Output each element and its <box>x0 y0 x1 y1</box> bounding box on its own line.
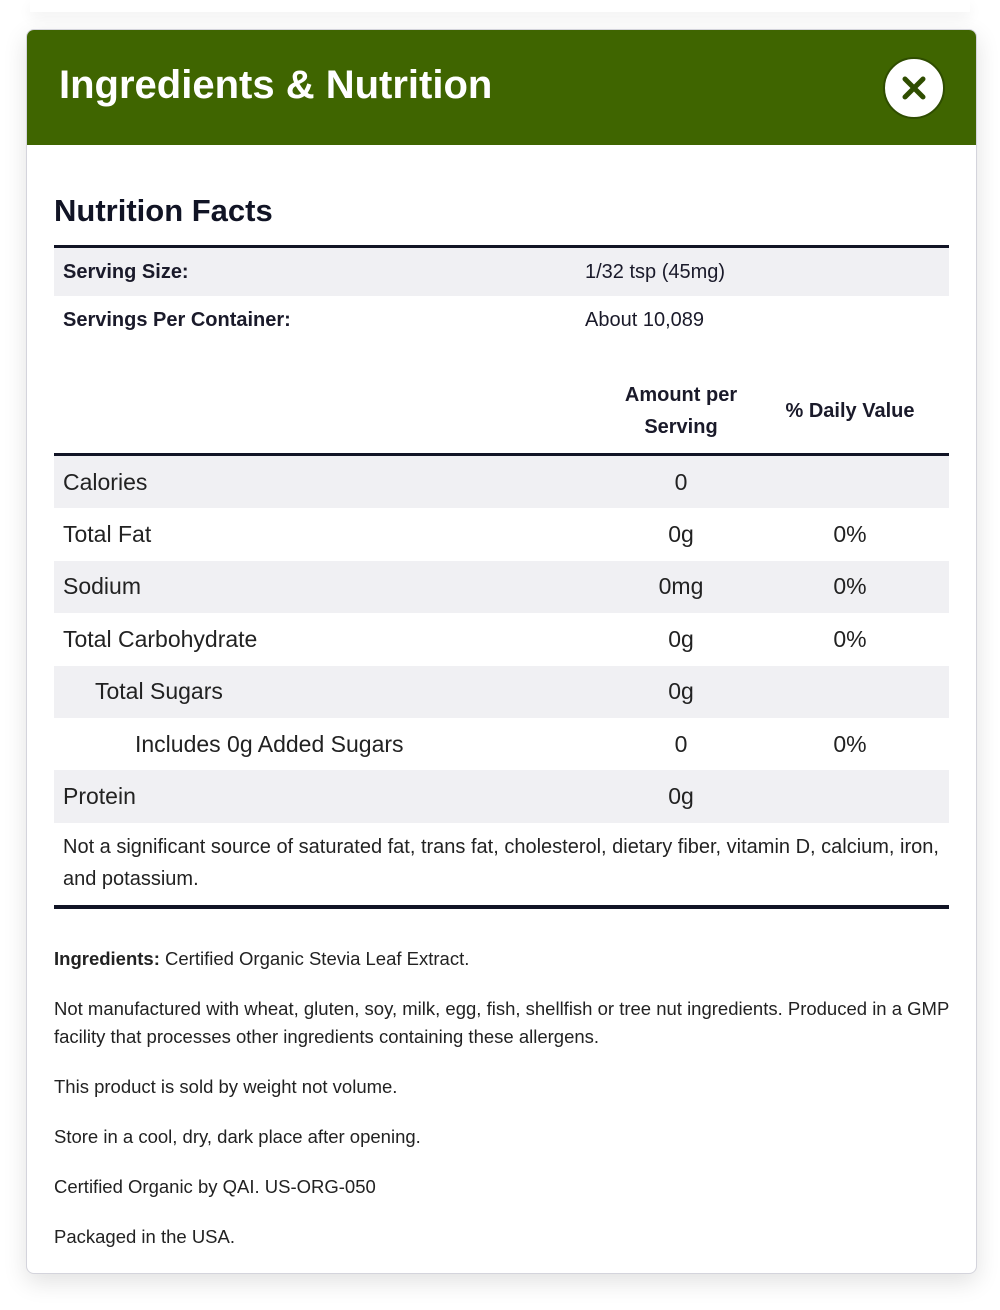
nutrition-facts-heading: Nutrition Facts <box>54 193 273 228</box>
nutrient-amount: 0g <box>668 625 694 652</box>
nutrient-amount: 0mg <box>658 573 704 600</box>
ingredients-label: Ingredients: <box>54 947 160 969</box>
servings-value: About 10,089 <box>585 308 704 331</box>
close-x-icon <box>902 76 926 100</box>
nutrient-name: Calories <box>63 468 148 495</box>
nutrient-amount: 0g <box>668 521 694 548</box>
modal-title: Ingredients & Nutrition <box>59 63 493 107</box>
ingredients-text: Certified Organic Stevia Leaf Extract. <box>165 947 470 969</box>
nutrient-row: Protein 0g <box>54 770 949 823</box>
nutrient-amount: 0 <box>674 468 688 495</box>
nutrient-name: Total Carbohydrate <box>63 625 258 652</box>
product-info: Ingredients: Certified Organic Stevia Le… <box>54 945 949 1251</box>
packaging-statement: Packaged in the USA. <box>54 1225 235 1247</box>
page-top-edge <box>30 0 970 12</box>
nutrient-name: Includes 0g Added Sugars <box>135 730 404 757</box>
servings-per-container-row: Servings Per Container: About 10,089 <box>54 296 949 344</box>
nutrition-table: Serving Size: 1/32 tsp (45mg) Servings P… <box>54 245 949 909</box>
close-button[interactable] <box>883 57 945 119</box>
nutrient-daily-value: 0% <box>833 521 867 548</box>
nutrient-name: Protein <box>63 783 136 810</box>
nutrient-row: Calories 0 <box>54 456 949 509</box>
certification-statement: Certified Organic by QAI. US-ORG-050 <box>54 1175 376 1197</box>
nutrient-row: Includes 0g Added Sugars 0 0% <box>54 718 949 770</box>
column-headers: Amount per Serving % Daily Value <box>54 344 949 456</box>
nutrient-name: Total Sugars <box>95 678 223 705</box>
ingredients-line: Ingredients: Certified Organic Stevia Le… <box>54 945 949 973</box>
nutrient-daily-value: 0% <box>833 730 867 757</box>
storage-statement: Store in a cool, dry, dark place after o… <box>54 1125 421 1147</box>
nutrient-daily-value: 0% <box>833 573 867 600</box>
nutrient-name: Sodium <box>63 573 141 600</box>
nutrient-row: Total Fat 0g 0% <box>54 508 949 560</box>
nutrition-footnote: Not a significant source of saturated fa… <box>54 823 949 909</box>
serving-size-label: Serving Size: <box>63 260 189 283</box>
ingredients-modal: Ingredients & Nutrition Nutrition Facts … <box>26 29 977 1274</box>
modal-header: Ingredients & Nutrition <box>27 30 976 145</box>
nutrient-row: Sodium 0mg 0% <box>54 560 949 614</box>
nutrient-row: Total Carbohydrate 0g 0% <box>54 613 949 665</box>
nutrient-row: Total Sugars 0g <box>54 665 949 718</box>
weight-statement: This product is sold by weight not volum… <box>54 1075 398 1097</box>
servings-label: Servings Per Container: <box>63 308 291 331</box>
serving-size-value: 1/32 tsp (45mg) <box>585 260 726 283</box>
serving-size-row: Serving Size: 1/32 tsp (45mg) <box>54 248 949 296</box>
nutrient-name: Total Fat <box>63 521 152 548</box>
nutrient-amount: 0 <box>674 730 688 757</box>
amount-per-serving-header: Amount per Serving <box>624 384 738 438</box>
nutrient-amount: 0g <box>668 678 694 705</box>
nutrient-amount: 0g <box>668 783 694 810</box>
nutrient-daily-value: 0% <box>833 625 867 652</box>
daily-value-header: % Daily Value <box>785 400 915 422</box>
allergen-statement: Not manufactured with wheat, gluten, soy… <box>54 997 949 1047</box>
